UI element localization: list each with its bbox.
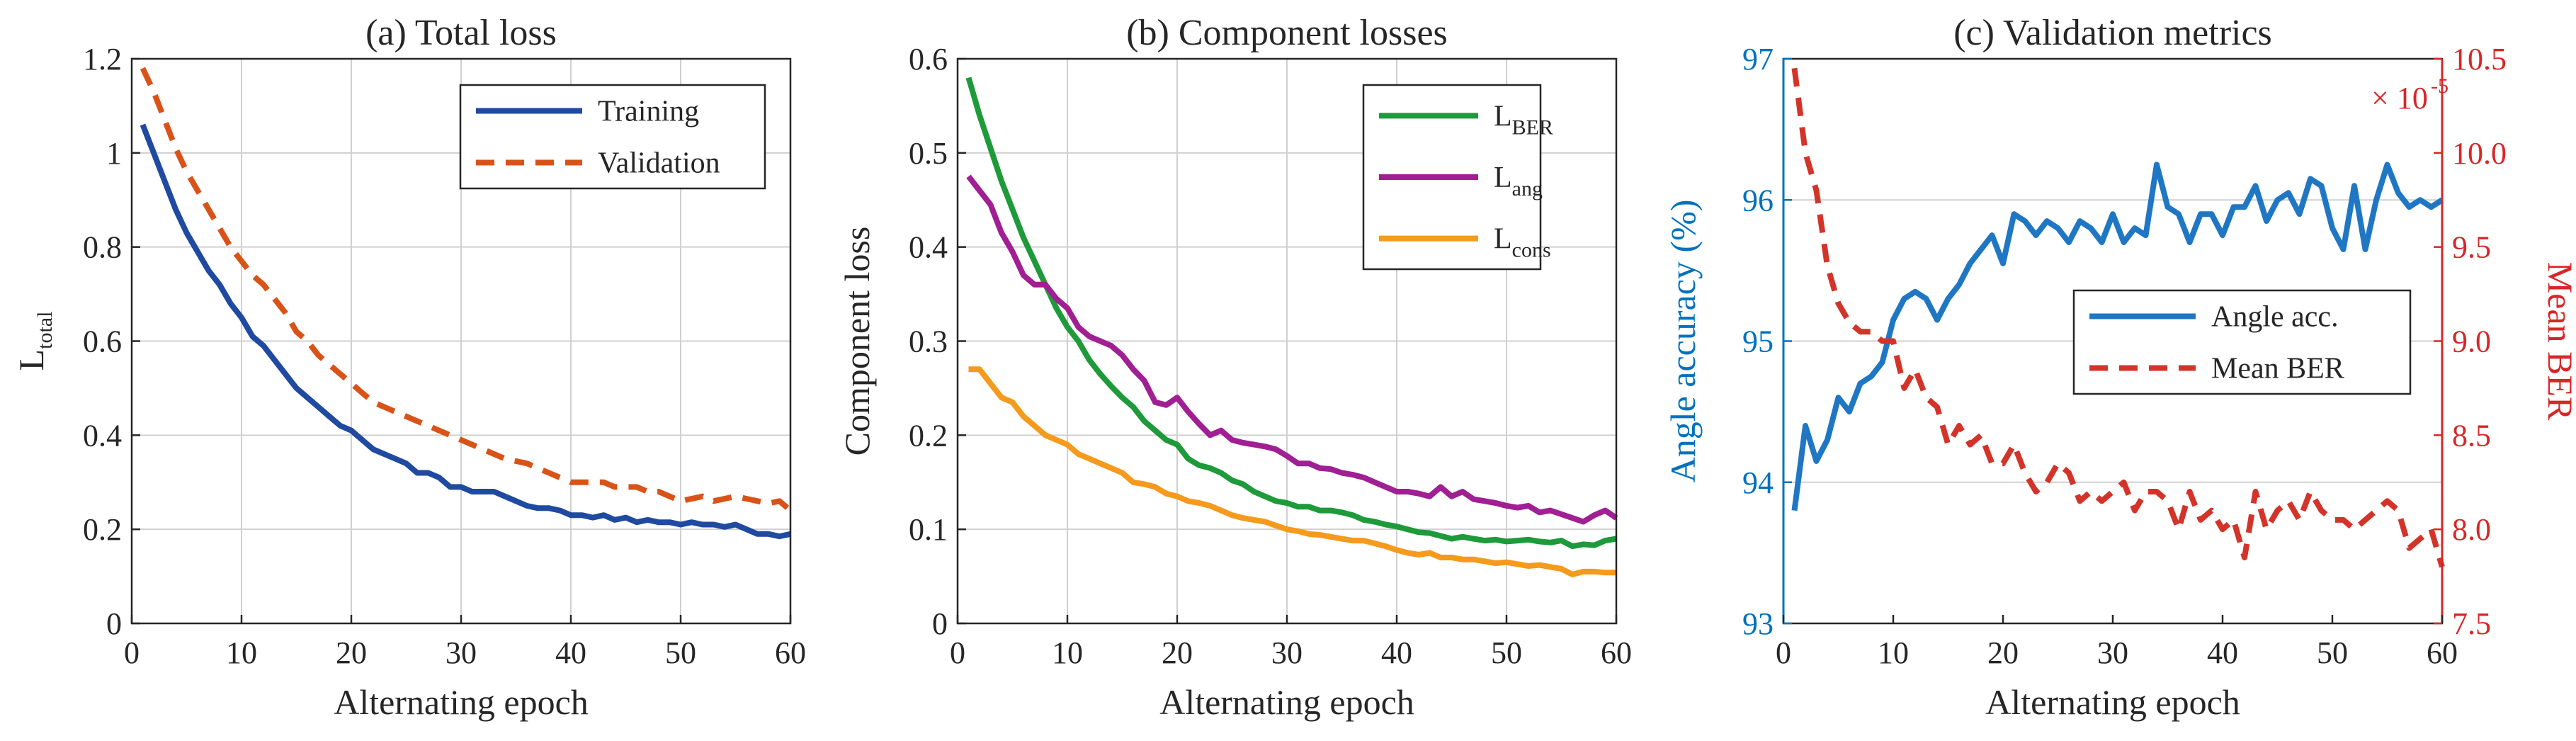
legend: Training Validation [459, 84, 766, 190]
x-tick-label: 30 [1271, 635, 1303, 670]
x-tick-label: 40 [2207, 635, 2238, 670]
x-tick-label: 30 [2097, 635, 2128, 670]
legend-label: Validation [598, 147, 720, 180]
series-line-validation [140, 67, 793, 513]
chart-panel-2: 0 10 20 30 40 50 60 0 0.1 0.2 0.3 0.4 0.5 0.6 (b) Comp… [837, 13, 1632, 722]
y-tick-label: 93 [1742, 606, 1774, 641]
series-line-angle-acc- [1791, 162, 2444, 511]
legend-label-subscript: cons [1512, 239, 1551, 262]
y-right-tick-label: 9.0 [2452, 324, 2491, 359]
y-tick-label: 0 [932, 606, 948, 641]
legend-label-subscript: BER [1512, 115, 1553, 139]
y-tick-label: 0 [106, 606, 122, 641]
x-axis-label: Alternating epoch [1985, 682, 2240, 722]
y-tick-label: 0.6 [83, 324, 122, 359]
y-tick-label: 0.8 [83, 230, 122, 265]
y-tick-label: 0.1 [909, 512, 948, 547]
y-axis-label: Component loss [837, 227, 877, 456]
x-tick-label: 50 [665, 635, 696, 670]
chart-title: (a) Total loss [365, 13, 557, 53]
x-tick-label: 10 [226, 635, 257, 670]
x-tick-label: 40 [555, 635, 586, 670]
y-right-tick-label: 10.5 [2452, 42, 2507, 77]
y-right-tick-label: 8.5 [2452, 418, 2491, 453]
y-right-axis-label: Mean BER [2541, 262, 2576, 421]
chart-title: (c) Validation metrics [1953, 13, 2272, 53]
series-line-ber [965, 77, 1617, 550]
y-tick-label: 1.2 [83, 42, 122, 77]
x-tick-label: 20 [336, 635, 367, 670]
y-tick-label: 0.5 [909, 136, 948, 171]
legend: Angle acc. Mean BER [2072, 289, 2412, 395]
x-tick-label: 50 [1491, 635, 1522, 670]
y-tick-label: 0.2 [909, 418, 948, 453]
y-tick-label: 97 [1742, 42, 1774, 77]
legend-label-subscript: ang [1512, 177, 1543, 200]
exponent-label: × 10 [2371, 81, 2428, 115]
y-axis-label: Angle accuracy (%) [1663, 200, 1703, 483]
series-line-ang [966, 174, 1618, 525]
x-tick-label: 40 [1381, 635, 1412, 670]
chart-panel-3: 0 10 20 30 40 50 60 93 94 95 96 97 7.5 8.0 8.5 9.0 9.5 10… [1663, 13, 2576, 722]
legend-box [2072, 289, 2412, 395]
x-tick-label: 10 [1052, 635, 1083, 670]
legend-label: Mean BER [2211, 353, 2344, 385]
y-tick-label: 96 [1742, 183, 1774, 217]
y-axis-label-subscript: total [33, 312, 57, 349]
x-tick-label: 0 [950, 635, 965, 670]
series-line-training [140, 123, 791, 540]
x-axis-label: Alternating epoch [1159, 682, 1414, 722]
y-tick-label: 0.3 [909, 324, 948, 359]
exponent-power: -5 [2431, 74, 2449, 98]
chart-title: (b) Component losses [1126, 13, 1448, 53]
y-right-tick-label: 10.0 [2452, 136, 2507, 171]
legend-label: Angle acc. [2211, 301, 2339, 334]
x-tick-label: 0 [1776, 635, 1791, 670]
chart-panel-1: 0 10 20 30 40 50 60 0 0.2 0.4 0.6 0.8 1 1.2 (a) Total … [11, 13, 806, 722]
y-right-tick-label: 7.5 [2452, 606, 2491, 641]
x-tick-label: 20 [1987, 635, 2019, 670]
y-tick-label: 0.4 [83, 418, 122, 453]
y-right-tick-label: 9.5 [2452, 230, 2491, 265]
x-tick-label: 0 [124, 635, 140, 670]
series-line-cons [968, 366, 1616, 577]
x-tick-label: 60 [775, 635, 806, 670]
x-tick-label: 60 [2427, 635, 2458, 670]
x-tick-label: 10 [1878, 635, 1909, 670]
y-tick-label: 94 [1742, 465, 1774, 500]
y-tick-label: 95 [1742, 324, 1774, 359]
x-axis-label: Alternating epoch [334, 682, 589, 722]
y-right-tick-label: 8.0 [2452, 512, 2491, 547]
y-tick-label: 0.2 [83, 512, 122, 547]
legend-box [459, 84, 766, 190]
legend-label: Training [598, 96, 699, 128]
y-tick-label: 0.4 [909, 230, 948, 265]
y-tick-label: 1 [106, 136, 122, 171]
x-tick-label: 50 [2317, 635, 2348, 670]
y-tick-label: 0.6 [909, 42, 948, 77]
x-tick-label: 30 [446, 635, 477, 670]
x-tick-label: 20 [1162, 635, 1193, 670]
y-axis-label: Ltotal [11, 312, 57, 371]
x-tick-label: 60 [1601, 635, 1632, 670]
